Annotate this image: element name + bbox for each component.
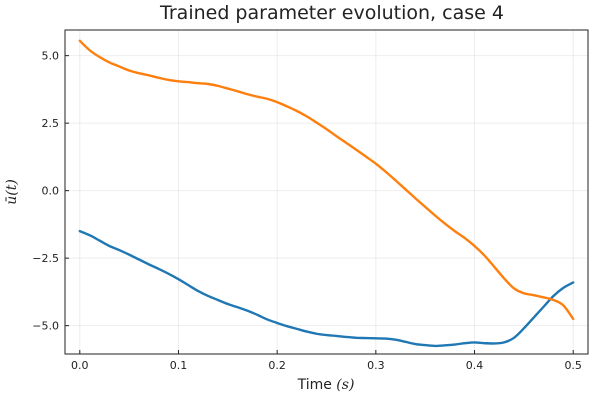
x-axis-label: Time (s) [297,377,355,393]
x-ticks: 0.0 0.1 0.2 0.3 0.4 0.5 [71,350,582,372]
series-line-2 [78,39,575,321]
grid [65,30,588,354]
plot-frame [64,29,589,355]
x-tick-label: 0.0 [71,359,89,372]
x-axis-label-text: Time [297,377,337,393]
y-tick-label: 2.5 [42,117,60,130]
y-tick-label: 0.0 [42,185,60,198]
y-tick-label: −5.0 [32,320,59,333]
y-ticks: −5.0 −2.5 0.0 2.5 5.0 [32,50,69,333]
x-tick-label: 0.1 [170,359,188,372]
series-line-1 [78,229,575,348]
x-tick-label: 0.4 [466,359,484,372]
y-axis-label: ū(t) [4,179,20,205]
y-tick-label: −2.5 [32,252,59,265]
series-layer [78,39,575,348]
x-tick-label: 0.5 [564,359,582,372]
x-tick-label: 0.2 [268,359,286,372]
x-tick-label: 0.3 [367,359,385,372]
y-tick-label: 5.0 [42,50,60,63]
chart-title: Trained parameter evolution, case 4 [159,2,504,24]
x-axis-label-math: (s) [336,377,354,393]
